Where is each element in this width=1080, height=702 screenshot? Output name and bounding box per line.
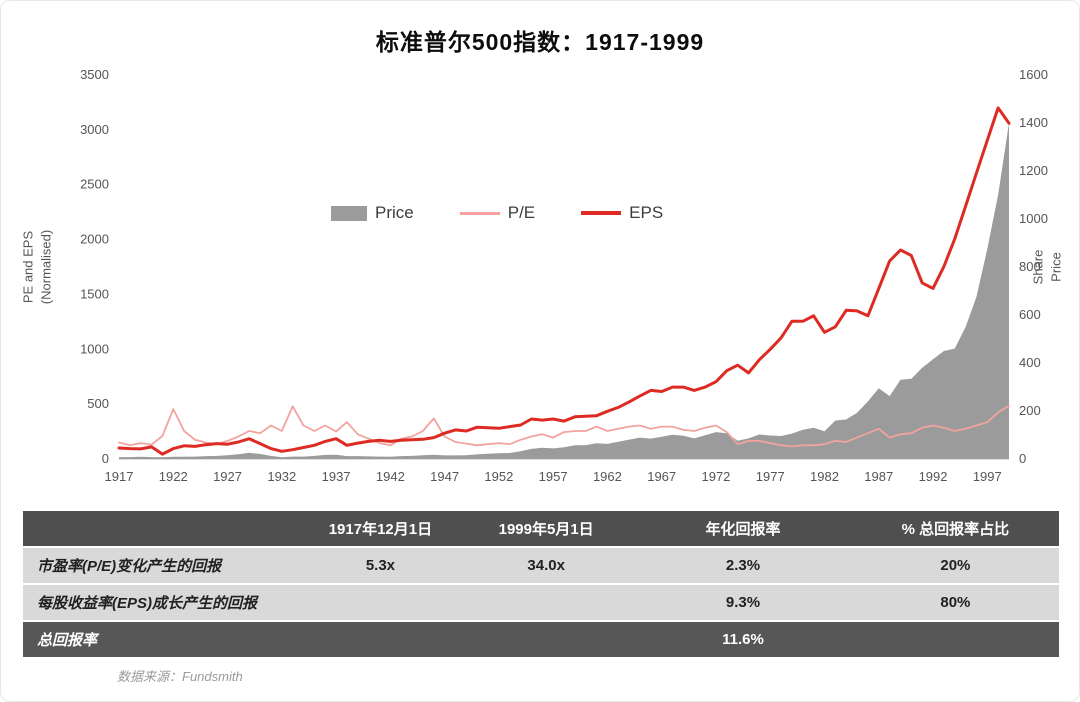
table-cell: 11.6% xyxy=(634,620,852,657)
right-axis-tick: 600 xyxy=(1019,307,1041,322)
table-cell: 5.3x xyxy=(302,546,459,584)
eps-line xyxy=(117,106,1011,456)
table-row: 市盈率(P/E)变化产生的回报 5.3x 34.0x 2.3% 20% xyxy=(23,546,1059,584)
table-cell xyxy=(458,583,635,621)
left-axis-tick: 1500 xyxy=(80,286,109,301)
column-header: 年化回报率 xyxy=(634,511,852,547)
table-cell: 80% xyxy=(851,583,1059,621)
chart: 0 500 1000 1500 2000 2500 3000 3500 0 200 400 600 80… xyxy=(1,57,1079,491)
chart-legend: Price P/E EPS xyxy=(331,203,663,223)
right-axis-tick: 200 xyxy=(1019,403,1041,418)
legend-item-pe: P/E xyxy=(459,203,536,223)
row-label: 每股收益率(EPS)成长产生的回报 xyxy=(23,583,303,621)
data-source: 数据来源：Fundsmith xyxy=(117,669,243,684)
table-cell: 2.3% xyxy=(634,546,852,584)
eps-line-swatch-icon xyxy=(581,211,622,215)
x-axis-tick: 1947 xyxy=(430,469,459,484)
x-axis-tick: 1997 xyxy=(973,469,1002,484)
left-axis-tick: 500 xyxy=(87,396,109,411)
x-axis-tick: 1917 xyxy=(105,469,134,484)
table-header-row: 1917年12月1日 1999年5月1日 年化回报率% 总回报率占比 xyxy=(23,511,1059,547)
x-axis-tick: 1967 xyxy=(647,469,676,484)
row-label: 总回报率 xyxy=(23,620,303,657)
right-axis-tick: 1200 xyxy=(1019,163,1048,178)
x-axis-tick: 1992 xyxy=(919,469,948,484)
table-cell xyxy=(302,583,459,621)
x-axis-tick: 1972 xyxy=(701,469,730,484)
pe-line-swatch-icon xyxy=(459,211,500,215)
x-axis-tick: 1962 xyxy=(593,469,622,484)
x-axis-tick: 1922 xyxy=(159,469,188,484)
x-axis-tick: 1937 xyxy=(322,469,351,484)
page-title: 标准普尔500指数：1917-1999 xyxy=(375,29,705,55)
x-axis-tick: 1957 xyxy=(539,469,568,484)
x-axis-tick: 1977 xyxy=(756,469,785,484)
left-axis-tick: 2000 xyxy=(80,232,109,247)
left-axis-tick: 0 xyxy=(102,451,109,466)
table-cell xyxy=(458,620,635,657)
price-area-swatch-icon xyxy=(331,205,367,221)
legend-item-price: Price xyxy=(331,203,414,223)
right-axis-title: Share Price xyxy=(1030,249,1063,285)
column-header: 1917年12月1日 xyxy=(302,511,459,547)
chart-canvas: 0 500 1000 1500 2000 2500 3000 3500 0 200 400 600 80… xyxy=(80,67,1048,484)
x-axis-tick: 1932 xyxy=(267,469,296,484)
table-cell xyxy=(302,620,459,657)
returns-table: 1917年12月1日 1999年5月1日 年化回报率% 总回报率占比 市盈率(P/E)… xyxy=(23,511,1059,657)
x-axis-tick: 1952 xyxy=(484,469,513,484)
pe-line xyxy=(118,404,1010,448)
x-axis-tick: 1942 xyxy=(376,469,405,484)
x-axis-tick: 1927 xyxy=(213,469,242,484)
left-axis-tick: 3500 xyxy=(80,67,109,82)
right-axis-tick: 1600 xyxy=(1019,67,1048,82)
right-axis-tick: 400 xyxy=(1019,355,1041,370)
right-axis-tick: 1400 xyxy=(1019,115,1048,130)
table-cell xyxy=(851,620,1059,657)
table-cell: 34.0x xyxy=(458,546,635,584)
left-axis-tick: 2500 xyxy=(80,177,109,192)
table-cell: 20% xyxy=(851,546,1059,584)
price-area xyxy=(119,123,1009,459)
right-axis-tick: 1000 xyxy=(1019,211,1048,226)
legend-label-eps: EPS xyxy=(629,203,664,222)
column-header xyxy=(23,511,303,547)
left-axis-title: PE and EPS (Normalised) xyxy=(20,229,53,305)
legend-label-price: Price xyxy=(375,203,414,222)
left-axis-tick: 1000 xyxy=(80,341,109,356)
row-label: 市盈率(P/E)变化产生的回报 xyxy=(23,546,303,584)
x-axis-tick: 1982 xyxy=(810,469,839,484)
legend-label-pe: P/E xyxy=(507,203,536,222)
legend-item-eps: EPS xyxy=(581,203,663,223)
right-axis-tick: 800 xyxy=(1019,259,1041,274)
table-row: 总回报率 11.6% xyxy=(23,620,1059,657)
column-header: % 总回报率占比 xyxy=(851,511,1059,547)
column-header: 1999年5月1日 xyxy=(458,511,635,547)
right-axis-tick: 0 xyxy=(1019,451,1026,466)
left-axis-tick: 3000 xyxy=(80,122,109,137)
x-axis-tick: 1987 xyxy=(864,469,893,484)
table-cell: 9.3% xyxy=(634,583,852,621)
table-row: 每股收益率(EPS)成长产生的回报 9.3% 80% xyxy=(23,583,1059,621)
